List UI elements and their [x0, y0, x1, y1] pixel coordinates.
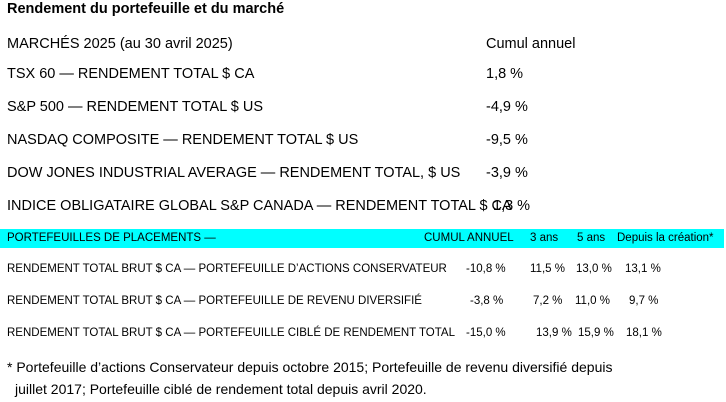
portfolio-3y: 11,5 %: [530, 263, 565, 275]
portfolio-since: 13,1 %: [625, 263, 661, 275]
portfolio-ytd: -3,8 %: [470, 295, 504, 307]
portfolio-row: RENDEMENT TOTAL BRUT $ CA — PORTEFEUILLE…: [0, 295, 726, 311]
footnote-line-2: juillet 2017; Portefeuille ciblé de rend…: [15, 381, 427, 397]
market-value: 1,3 %: [493, 198, 531, 214]
market-row: DOW JONES INDUSTRIAL AVERAGE — RENDEMENT…: [0, 165, 726, 185]
market-value: -3,9 %: [486, 165, 528, 181]
market-label: NASDAQ COMPOSITE — RENDEMENT TOTAL $ US: [7, 132, 359, 148]
portfolio-row: RENDEMENT TOTAL BRUT $ CA — PORTEFEUILLE…: [0, 327, 726, 343]
header-since-inception: Depuis la création*: [617, 232, 714, 244]
portfolios-header-band: PORTEFEUILLES DE PLACEMENTS — CUMUL ANNU…: [0, 229, 724, 248]
market-value: -4,9 %: [486, 99, 528, 115]
portfolio-label: RENDEMENT TOTAL BRUT $ CA — PORTEFEUILLE…: [7, 263, 447, 275]
markets-header-row: MARCHÉS 2025 (au 30 avril 2025) Cumul an…: [0, 36, 726, 56]
portfolio-since: 18,1 %: [626, 327, 662, 339]
portfolio-row: RENDEMENT TOTAL BRUT $ CA — PORTEFEUILLE…: [0, 263, 726, 279]
header-5-years: 5 ans: [577, 232, 606, 244]
portfolio-5y: 13,0 %: [576, 263, 612, 275]
page-title: Rendement du portefeuille et du marché: [7, 1, 285, 17]
market-value: -9,5 %: [486, 132, 528, 148]
portfolio-3y: 13,9 %: [536, 327, 572, 339]
market-label: DOW JONES INDUSTRIAL AVERAGE — RENDEMENT…: [7, 165, 461, 181]
portfolio-5y: 11,0 %: [575, 295, 610, 307]
market-row: S&P 500 — RENDEMENT TOTAL $ US -4,9 %: [0, 99, 726, 119]
market-label: TSX 60 — RENDEMENT TOTAL $ CA: [7, 66, 255, 82]
market-row: TSX 60 — RENDEMENT TOTAL $ CA 1,8 %: [0, 66, 726, 86]
market-value: 1,8 %: [486, 66, 524, 82]
header-3-years: 3 ans: [530, 232, 559, 244]
market-label: S&P 500 — RENDEMENT TOTAL $ US: [7, 99, 263, 115]
portfolio-ytd: -10,8 %: [466, 263, 506, 275]
market-row: INDICE OBLIGATAIRE GLOBAL S&P CANADA — R…: [0, 198, 726, 218]
markets-header-label: MARCHÉS 2025 (au 30 avril 2025): [7, 36, 233, 52]
market-label: INDICE OBLIGATAIRE GLOBAL S&P CANADA — R…: [7, 198, 512, 214]
markets-header-value: Cumul annuel: [486, 36, 576, 52]
portfolios-header-label: PORTEFEUILLES DE PLACEMENTS —: [7, 232, 216, 244]
header-ytd: CUMUL ANNUEL: [424, 232, 514, 244]
footnote-line-1: * Portefeuille d’actions Conservateur de…: [7, 359, 613, 375]
portfolio-ytd: -15,0 %: [466, 327, 506, 339]
portfolio-label: RENDEMENT TOTAL BRUT $ CA — PORTEFEUILLE…: [7, 295, 422, 307]
portfolio-3y: 7,2 %: [533, 295, 563, 307]
portfolio-since: 9,7 %: [629, 295, 659, 307]
portfolio-5y: 15,9 %: [578, 327, 614, 339]
portfolio-label: RENDEMENT TOTAL BRUT $ CA — PORTEFEUILLE…: [7, 327, 455, 339]
market-row: NASDAQ COMPOSITE — RENDEMENT TOTAL $ US …: [0, 132, 726, 152]
